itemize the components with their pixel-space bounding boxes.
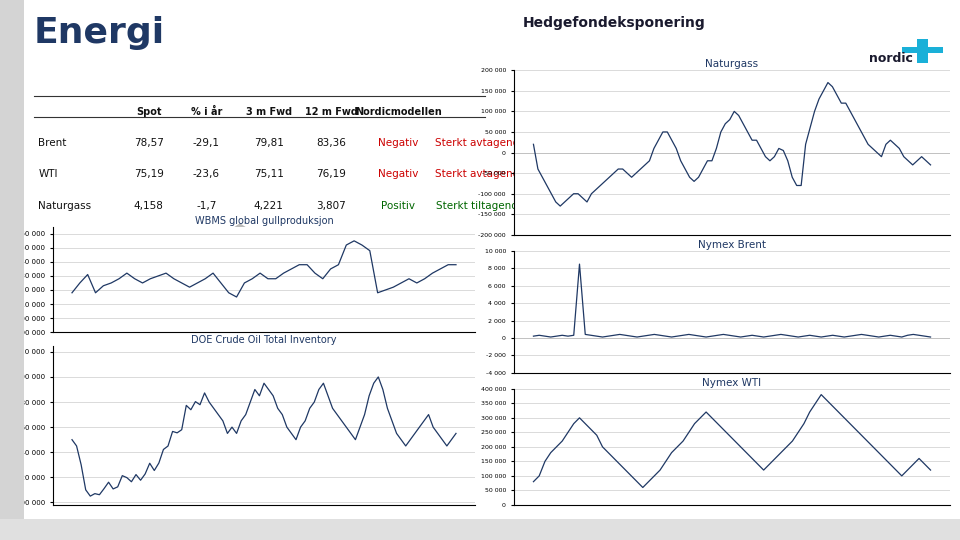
Text: Sterkt avtagende: Sterkt avtagende bbox=[435, 138, 525, 148]
Text: -23,6: -23,6 bbox=[193, 170, 220, 179]
Text: Energi: Energi bbox=[34, 16, 165, 50]
Text: 4,158: 4,158 bbox=[133, 201, 164, 211]
Text: nordic: nordic bbox=[869, 52, 913, 65]
Text: % i år: % i år bbox=[191, 107, 222, 117]
Text: 12 m Fwd: 12 m Fwd bbox=[304, 107, 358, 117]
Text: Spot: Spot bbox=[136, 107, 161, 117]
Text: Naturgass: Naturgass bbox=[38, 201, 91, 211]
Polygon shape bbox=[221, 224, 259, 237]
Text: 83,36: 83,36 bbox=[316, 138, 347, 148]
Text: 3,807: 3,807 bbox=[317, 201, 346, 211]
Text: securities: securities bbox=[869, 83, 909, 92]
Text: -1,7: -1,7 bbox=[196, 201, 217, 211]
Text: 78,57: 78,57 bbox=[133, 138, 164, 148]
Text: Sterkt tiltagende: Sterkt tiltagende bbox=[436, 201, 524, 211]
Title: Naturgass: Naturgass bbox=[706, 59, 758, 70]
Text: WTI: WTI bbox=[38, 170, 58, 179]
Title: WBMS global gullproduksjon: WBMS global gullproduksjon bbox=[195, 216, 333, 226]
Bar bbox=[902, 47, 943, 53]
Text: 75,11: 75,11 bbox=[253, 170, 284, 179]
Text: Side 19: Side 19 bbox=[864, 525, 900, 535]
Text: 79,81: 79,81 bbox=[253, 138, 284, 148]
Title: Nymex Brent: Nymex Brent bbox=[698, 240, 766, 251]
Title: Nymex WTI: Nymex WTI bbox=[703, 378, 761, 388]
Text: 75,19: 75,19 bbox=[133, 170, 164, 179]
Text: -29,1: -29,1 bbox=[193, 138, 220, 148]
Text: Hedgefondeksponering: Hedgefondeksponering bbox=[523, 16, 706, 30]
Text: Brent: Brent bbox=[38, 138, 67, 148]
Title: DOE Crude Oil Total Inventory: DOE Crude Oil Total Inventory bbox=[191, 335, 337, 345]
Text: 3 m Fwd: 3 m Fwd bbox=[246, 107, 292, 117]
Text: Positiv: Positiv bbox=[381, 201, 416, 211]
Text: Negativ: Negativ bbox=[378, 138, 419, 148]
Text: Nordicmodellen: Nordicmodellen bbox=[355, 107, 442, 117]
Bar bbox=[917, 38, 928, 63]
Text: 4,221: 4,221 bbox=[253, 201, 284, 211]
Text: Negativ: Negativ bbox=[378, 170, 419, 179]
Text: 18.11.2014: 18.11.2014 bbox=[691, 525, 746, 535]
Text: 76,19: 76,19 bbox=[316, 170, 347, 179]
Text: Sterkt avtagende: Sterkt avtagende bbox=[435, 170, 525, 179]
